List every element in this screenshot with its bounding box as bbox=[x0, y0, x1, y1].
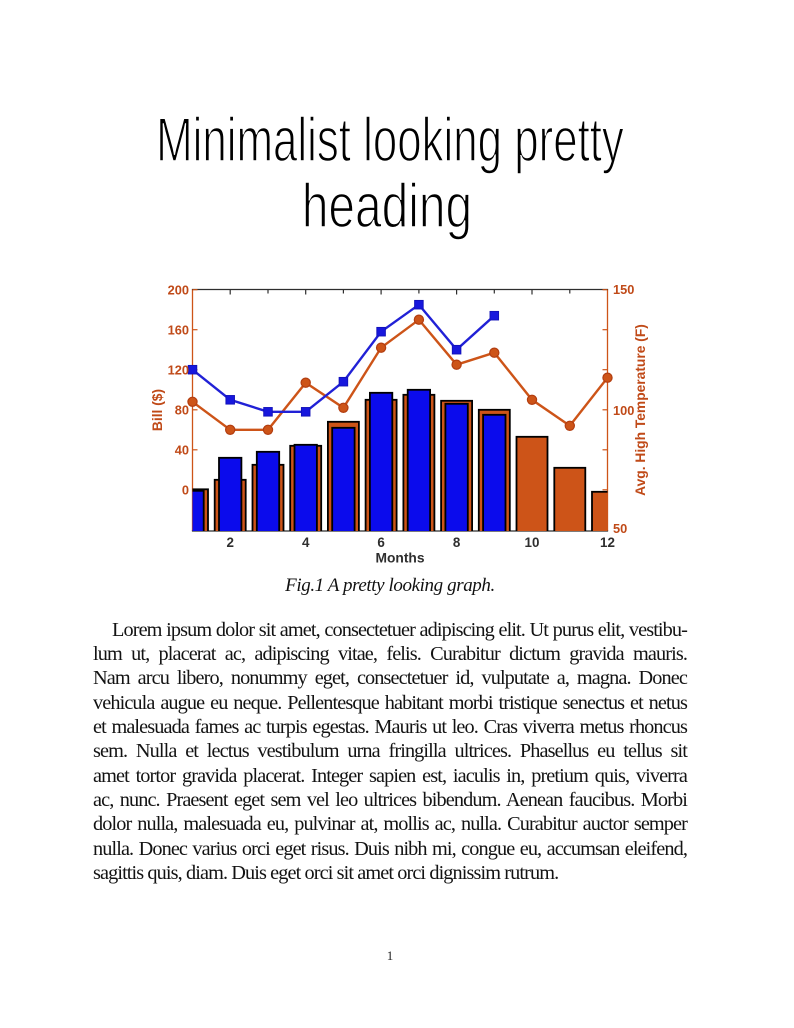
svg-text:40: 40 bbox=[175, 442, 189, 457]
svg-text:2: 2 bbox=[226, 535, 233, 550]
svg-text:100: 100 bbox=[613, 403, 634, 418]
svg-text:Months: Months bbox=[375, 551, 424, 566]
svg-text:4: 4 bbox=[302, 535, 310, 550]
svg-text:10: 10 bbox=[525, 535, 540, 550]
svg-text:8: 8 bbox=[453, 535, 461, 550]
svg-text:6: 6 bbox=[377, 535, 384, 550]
svg-text:80: 80 bbox=[175, 402, 189, 417]
svg-text:120: 120 bbox=[168, 362, 189, 377]
svg-text:0: 0 bbox=[182, 482, 189, 497]
svg-text:Avg. High Temperature (F): Avg. High Temperature (F) bbox=[633, 324, 648, 496]
svg-text:Bill ($): Bill ($) bbox=[150, 389, 165, 431]
svg-text:200: 200 bbox=[168, 282, 189, 297]
svg-text:150: 150 bbox=[613, 282, 634, 297]
svg-text:50: 50 bbox=[613, 521, 627, 536]
svg-text:12: 12 bbox=[600, 535, 615, 550]
svg-text:160: 160 bbox=[168, 322, 189, 337]
